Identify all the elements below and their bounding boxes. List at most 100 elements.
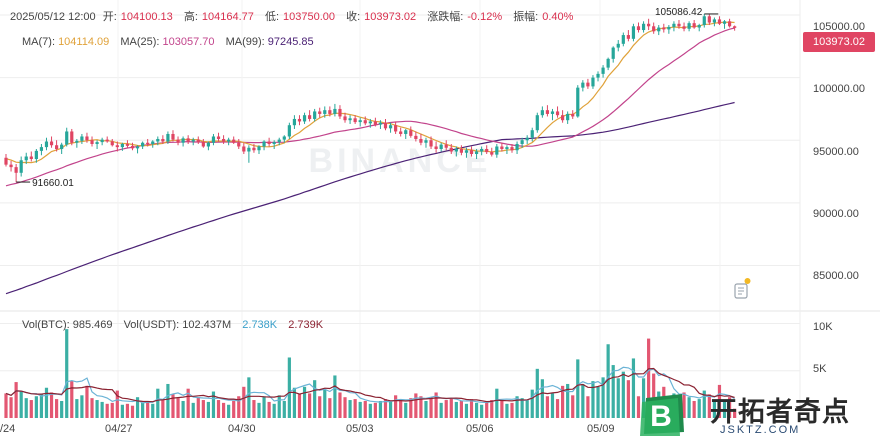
ma-legend[interactable]: MA(7): 104114.09 MA(25): 103057.70 MA(99…: [22, 36, 322, 48]
candle-body: [338, 108, 342, 117]
candle-body: [141, 142, 145, 147]
candle-body: [449, 147, 453, 152]
low-value: 103750.00: [283, 11, 336, 23]
date-axis: /24 04/27 04/30 05/03 05/06 05/09: [0, 423, 615, 435]
change-value: -0.12%: [467, 11, 503, 23]
volume-bar: [621, 371, 625, 418]
candles: [4, 13, 737, 183]
ma7-label: MA(7):: [22, 36, 55, 48]
candle-body: [262, 141, 266, 147]
candle-body: [49, 141, 54, 146]
volume-bar: [641, 378, 646, 418]
candle-body: [161, 138, 165, 142]
volume-bar: [49, 392, 54, 418]
volume-bar: [191, 402, 195, 418]
volume-bar: [146, 401, 150, 418]
volume-bar: [100, 401, 104, 418]
candle-body: [722, 21, 727, 24]
ma99-label: MA(99):: [225, 36, 265, 48]
candle-body: [388, 125, 393, 129]
vol-usdt-label: Vol(USDT):: [123, 319, 180, 331]
volume-bar: [65, 329, 69, 418]
volume-bar: [181, 400, 185, 418]
brand-logo-letter: B: [650, 400, 672, 433]
volume-bar: [373, 402, 377, 418]
volume-bar: [505, 403, 509, 418]
volume-bar: [272, 403, 276, 418]
volume-bar: [151, 403, 155, 418]
volume-bar: [474, 402, 479, 418]
candle-body: [444, 144, 448, 148]
volume-bar: [227, 404, 231, 418]
volume-bar: [323, 389, 327, 418]
volume-bar: [75, 399, 79, 418]
volume-ma-short-line: [5, 366, 735, 404]
candle-body: [146, 142, 150, 144]
volume-bar: [439, 402, 443, 418]
price-axis: 105000.00 100000.00 95000.00 90000.00 85…: [813, 21, 865, 282]
candle-body: [166, 133, 170, 142]
volume-tick: 10K: [813, 321, 833, 333]
low-label: 低:: [264, 11, 280, 23]
volume-bar: [135, 397, 140, 418]
vol-btc-label: Vol(BTC):: [22, 319, 70, 331]
candle-body: [272, 142, 276, 144]
vol-btc-value: 985.469: [72, 319, 113, 331]
volume-bar: [257, 402, 261, 418]
ma7-value: 104114.09: [58, 36, 110, 48]
volume-bar: [130, 405, 135, 418]
volume-bar: [120, 404, 124, 418]
date-tick: 04/30: [228, 423, 256, 435]
candle-body: [717, 19, 722, 24]
volume-bar: [216, 400, 221, 418]
volume-bar: [722, 401, 727, 418]
candle-body: [505, 147, 509, 149]
volume-bar: [44, 387, 49, 418]
candle-body: [591, 77, 595, 87]
candle-body: [39, 147, 44, 151]
ma99-line: [5, 101, 735, 295]
volume-bar: [110, 402, 114, 418]
volume-bar: [196, 397, 200, 418]
candle-body: [318, 111, 322, 114]
candle-body: [80, 136, 84, 141]
candle-body: [687, 23, 691, 29]
volume-bar: [60, 400, 64, 418]
volume-bar: [262, 396, 266, 418]
candle-body: [626, 35, 630, 39]
volume-bar: [19, 391, 23, 418]
volume-bar: [500, 400, 504, 418]
volume-bar: [313, 380, 317, 418]
candle-body: [186, 138, 190, 142]
notification-icon[interactable]: [733, 276, 751, 300]
candle-body: [469, 150, 474, 155]
volume-bar: [252, 400, 256, 418]
price-tick: 85000.00: [813, 270, 859, 282]
volume-bar: [368, 403, 372, 418]
candle-body: [495, 146, 499, 155]
volume-bar: [333, 375, 337, 418]
date-tick: /24: [0, 423, 15, 435]
volume-bar: [454, 401, 458, 418]
volume-bar: [90, 398, 94, 418]
volume-bar: [485, 401, 489, 418]
current-price-tag: 103973.02: [803, 32, 875, 52]
candle-body: [454, 148, 458, 152]
volume-bar: [328, 398, 332, 418]
volume-bar: [480, 404, 484, 418]
ma25-label: MA(25):: [120, 36, 160, 48]
volume-bar: [535, 368, 539, 418]
volume-bar: [409, 398, 413, 418]
volume-bar: [287, 357, 291, 418]
volume-legend[interactable]: Vol(BTC): 985.469 Vol(USDT): 102.437M 2.…: [22, 319, 331, 331]
candle-body: [545, 110, 550, 114]
volume-bar: [647, 338, 651, 418]
candle-body: [221, 138, 226, 142]
candle-body: [510, 147, 514, 151]
candle-body: [652, 26, 656, 32]
price-tick: 95000.00: [813, 146, 859, 158]
volume-bar: [702, 390, 706, 418]
candle-body: [601, 67, 605, 74]
candle-body: [611, 47, 615, 59]
